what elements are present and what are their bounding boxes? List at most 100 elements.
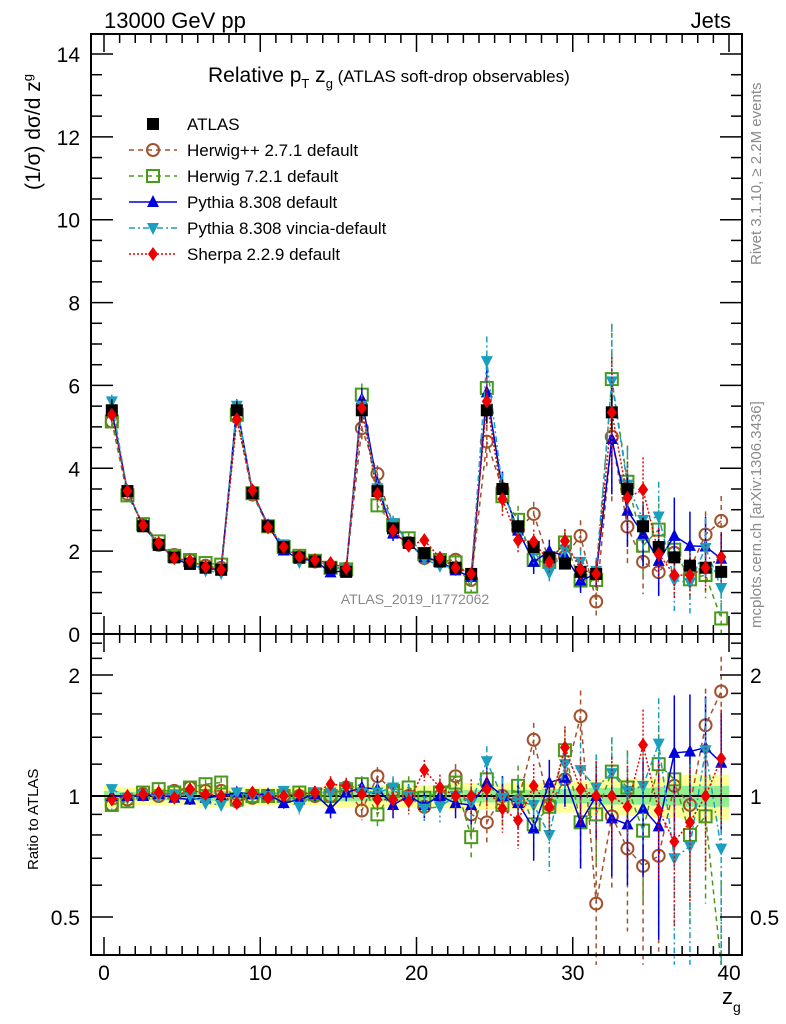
point-ratio <box>558 759 571 772</box>
point-ratio <box>652 738 665 751</box>
point-ratio <box>370 807 385 822</box>
point-ratio <box>480 756 493 769</box>
point-main <box>527 554 540 567</box>
ratio-y-axis-label: Ratio to ATLAS <box>25 769 42 870</box>
ratio-y-tick-label: 1 <box>68 786 80 809</box>
y-tick-label: 2 <box>68 541 80 564</box>
point-ratio <box>184 782 195 797</box>
legend-marker <box>148 247 158 261</box>
point-ratio <box>247 785 258 800</box>
series-line-ratio <box>111 746 722 831</box>
legend-label: Herwig 7.2.1 default <box>187 167 338 186</box>
series-herwig-2-7-1-default <box>104 370 729 965</box>
y-tick-label: 14 <box>57 44 81 67</box>
series-line-main <box>111 378 722 619</box>
sherpa-point-top <box>544 554 555 569</box>
point-ratio <box>278 789 289 803</box>
sherpa-point-top <box>216 562 227 577</box>
point-ratio <box>325 777 336 792</box>
sherpa-point-top <box>716 549 727 564</box>
y-tick-label: 6 <box>68 375 80 398</box>
legend-marker <box>147 223 159 235</box>
point-ratio <box>200 787 211 802</box>
sherpa-point-top <box>575 562 586 577</box>
sherpa-point-top <box>622 490 633 505</box>
point-ratio <box>309 785 320 800</box>
point-main <box>652 511 665 524</box>
point-main <box>683 538 696 551</box>
point-ratio <box>216 789 227 803</box>
point-ratio <box>372 792 383 807</box>
point-ratio <box>591 789 602 803</box>
point-main <box>714 513 729 528</box>
watermark: ATLAS_2019_I1772062 <box>341 591 490 607</box>
sherpa-point-top <box>247 483 258 498</box>
point-ratio <box>138 787 149 802</box>
point-ratio <box>215 799 228 812</box>
point-ratio <box>716 751 727 766</box>
ratio-y-tick-label-right: 0.5 <box>750 907 779 930</box>
atlas-point <box>418 547 431 560</box>
side-label-mcplots: mcplots.cern.ch [arXiv:1306.3436] <box>748 401 765 628</box>
legend-marker <box>147 118 159 130</box>
legend-label: Herwig++ 2.7.1 default <box>187 141 358 160</box>
point-ratio <box>105 784 118 797</box>
y-axis-label: (1/σ) dσ/d zg <box>20 74 45 190</box>
atlas-point <box>637 520 650 533</box>
atlas-point <box>480 404 493 417</box>
atlas-point <box>668 551 681 564</box>
point-main <box>526 506 541 521</box>
plot-title: Relative pT zg (ATLAS soft-drop observab… <box>208 64 570 91</box>
point-ratio <box>683 744 696 757</box>
sherpa-point-top <box>169 551 180 566</box>
point-ratio <box>231 796 242 811</box>
point-ratio <box>433 801 446 814</box>
x-tick-label: 10 <box>249 962 272 985</box>
ratio-y-tick-label-right: 1 <box>750 786 762 809</box>
sherpa-point-top <box>138 518 149 533</box>
point-ratio <box>122 789 133 803</box>
point-ratio <box>699 745 712 758</box>
sherpa-point-top <box>106 407 117 422</box>
point-main <box>589 594 604 609</box>
point-ratio <box>293 801 306 814</box>
x-tick-label: 40 <box>717 962 740 985</box>
point-main <box>683 577 696 590</box>
point-ratio <box>575 782 586 797</box>
ratio-y-tick-label-right: 2 <box>750 665 762 688</box>
point-ratio <box>464 830 479 845</box>
sherpa-point-top <box>684 568 695 583</box>
sherpa-point-top <box>341 561 352 576</box>
x-axis-label-sub: g <box>733 999 741 1015</box>
atlas-point <box>683 559 696 572</box>
sherpa-point-top <box>559 534 570 549</box>
series-line-ratio <box>111 691 722 904</box>
sherpa-point-top <box>388 523 399 538</box>
sherpa-point-top <box>700 560 711 575</box>
sherpa-point-top <box>513 533 524 548</box>
point-ratio <box>263 790 274 805</box>
point-ratio <box>183 791 196 803</box>
header-left-label: 13000 GeV pp <box>104 8 246 33</box>
point-main <box>573 528 588 543</box>
point-ratio <box>684 815 695 830</box>
sherpa-point-top <box>153 536 164 551</box>
point-ratio <box>621 785 634 798</box>
point-ratio <box>700 789 711 803</box>
legend-label: Pythia 8.308 default <box>187 193 338 212</box>
legend-item: ATLAS <box>147 115 240 134</box>
point-ratio <box>294 787 305 802</box>
point-main <box>574 573 587 586</box>
x-axis-label: zg <box>722 984 741 1015</box>
sherpa-point-top <box>497 492 508 507</box>
sherpa-point-top <box>200 560 211 575</box>
title-tail: (ATLAS soft-drop observables) <box>333 67 570 86</box>
x-tick-label: 30 <box>561 962 584 985</box>
point-ratio <box>341 778 352 793</box>
atlas-point <box>512 520 525 533</box>
sherpa-point-top <box>403 538 414 553</box>
series-layer <box>104 323 729 965</box>
point-main <box>714 611 729 626</box>
sherpa-point-top <box>638 482 649 497</box>
